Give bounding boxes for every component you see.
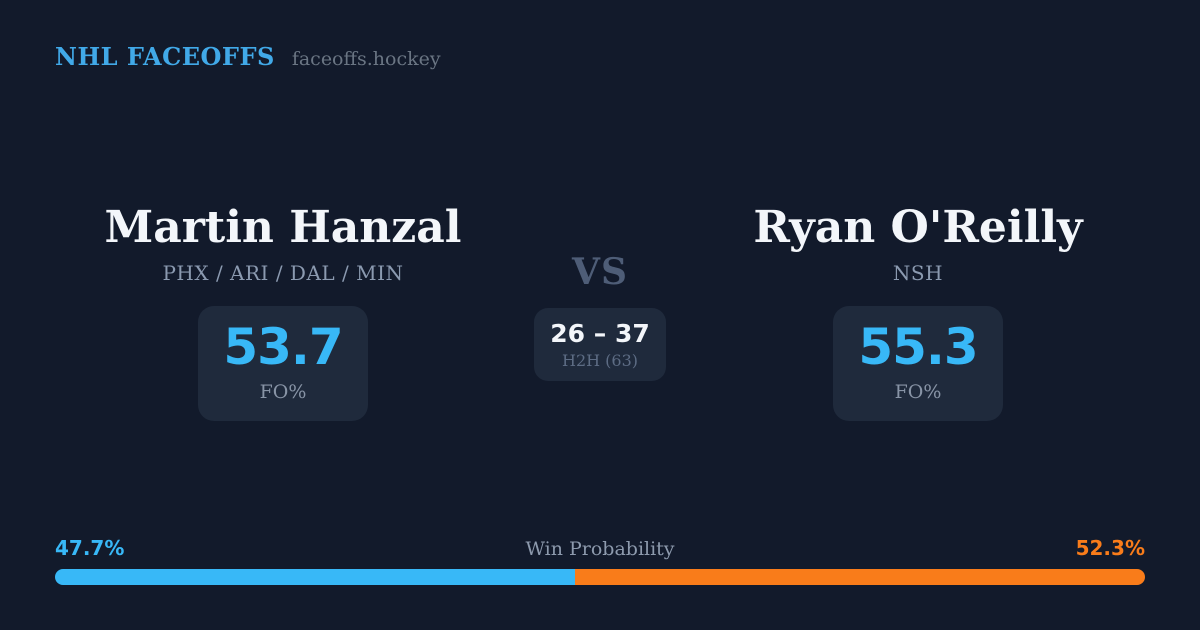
win-probability-labels: 47.7% Win Probability 52.3% (55, 536, 1145, 561)
player-left-fo-label: FO% (259, 380, 307, 403)
player-left-stat-card: 53.7 FO% (198, 305, 368, 421)
versus-panel: VS 26 – 37 H2H (63) (500, 251, 700, 382)
player-right-fo-pct: 55.3 (858, 317, 978, 376)
player-right-teams: NSH (892, 260, 944, 285)
site-url: faceoffs.hockey (291, 48, 441, 70)
win-probability-left-pct: 47.7% (55, 536, 125, 560)
h2h-card: 26 – 37 H2H (63) (534, 308, 666, 382)
h2h-label: H2H (63) (561, 351, 638, 371)
player-right-stat-card: 55.3 FO% (833, 305, 1003, 421)
win-probability-bar-right-segment (574, 569, 1145, 585)
win-probability-bar (55, 569, 1145, 585)
win-probability-title: Win Probability (525, 538, 675, 560)
header: NHL FACEOFFS faceoffs.hockey (55, 42, 441, 71)
player-right-name: Ryan O'Reilly (753, 202, 1083, 253)
player-left-name: Martin Hanzal (104, 202, 462, 253)
brand-title: NHL FACEOFFS (55, 42, 275, 71)
win-probability-right-pct: 52.3% (1075, 536, 1145, 560)
player-right-fo-label: FO% (894, 380, 942, 403)
player-left-fo-pct: 53.7 (223, 317, 343, 376)
h2h-score: 26 – 37 (550, 319, 650, 349)
win-probability-section: 47.7% Win Probability 52.3% (55, 536, 1145, 585)
player-right-panel: Ryan O'Reilly NSH 55.3 FO% (693, 202, 1143, 421)
vs-label: VS (572, 251, 628, 293)
player-left-teams: PHX / ARI / DAL / MIN (162, 260, 404, 285)
win-probability-bar-left-segment (55, 569, 575, 585)
player-left-panel: Martin Hanzal PHX / ARI / DAL / MIN 53.7… (58, 202, 508, 421)
